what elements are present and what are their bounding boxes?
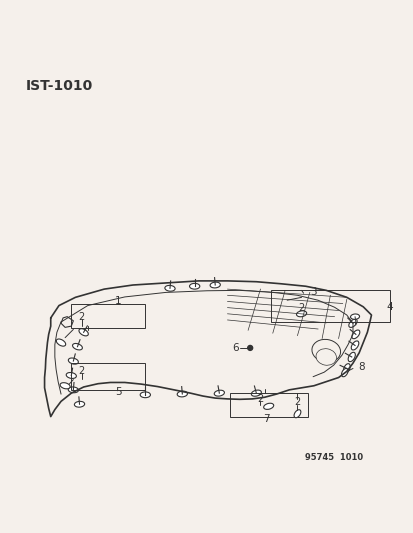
Ellipse shape bbox=[348, 319, 356, 327]
Text: 2: 2 bbox=[294, 397, 300, 407]
Text: 95745  1010: 95745 1010 bbox=[304, 453, 362, 462]
Text: 7: 7 bbox=[263, 414, 269, 424]
Ellipse shape bbox=[351, 330, 359, 338]
Ellipse shape bbox=[347, 352, 354, 362]
Ellipse shape bbox=[350, 314, 358, 319]
Text: 8: 8 bbox=[357, 362, 363, 372]
Text: 2: 2 bbox=[257, 394, 263, 404]
Ellipse shape bbox=[341, 368, 347, 377]
Ellipse shape bbox=[189, 284, 199, 289]
Ellipse shape bbox=[315, 349, 336, 365]
Ellipse shape bbox=[74, 401, 84, 407]
Ellipse shape bbox=[140, 392, 150, 398]
Text: IST-1010: IST-1010 bbox=[26, 79, 93, 93]
Ellipse shape bbox=[66, 373, 76, 378]
Ellipse shape bbox=[263, 403, 273, 409]
Circle shape bbox=[247, 345, 252, 350]
Text: 4: 4 bbox=[386, 302, 392, 312]
Ellipse shape bbox=[68, 358, 78, 364]
Ellipse shape bbox=[251, 390, 261, 396]
Ellipse shape bbox=[296, 311, 306, 317]
Ellipse shape bbox=[68, 387, 78, 393]
Ellipse shape bbox=[60, 383, 70, 389]
Text: 3: 3 bbox=[310, 287, 316, 297]
Polygon shape bbox=[61, 317, 73, 327]
Text: 6: 6 bbox=[232, 343, 239, 353]
Ellipse shape bbox=[177, 391, 187, 397]
Ellipse shape bbox=[209, 282, 220, 288]
Text: 2: 2 bbox=[78, 366, 85, 376]
Ellipse shape bbox=[56, 339, 66, 346]
Ellipse shape bbox=[164, 285, 175, 291]
Ellipse shape bbox=[350, 341, 358, 350]
Text: 1: 1 bbox=[115, 296, 121, 306]
Text: 5: 5 bbox=[115, 387, 121, 397]
Text: 2: 2 bbox=[298, 303, 304, 313]
Ellipse shape bbox=[343, 364, 349, 373]
Text: 2: 2 bbox=[78, 312, 85, 322]
Ellipse shape bbox=[293, 410, 300, 418]
Ellipse shape bbox=[214, 390, 224, 396]
Ellipse shape bbox=[72, 343, 82, 350]
Ellipse shape bbox=[79, 329, 88, 336]
